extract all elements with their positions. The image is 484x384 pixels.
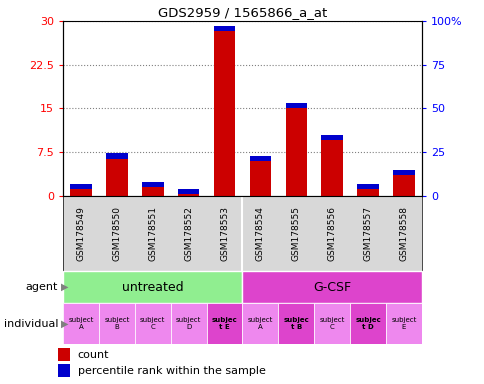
Text: subject
C: subject C: [319, 317, 344, 330]
Bar: [321, 135, 342, 140]
Title: GDS2959 / 1565866_a_at: GDS2959 / 1565866_a_at: [158, 5, 326, 18]
Text: GSM178551: GSM178551: [148, 206, 157, 261]
Text: GSM178553: GSM178553: [220, 206, 228, 261]
Text: subjec
t B: subjec t B: [283, 317, 309, 330]
Bar: [63, 303, 99, 344]
Bar: [106, 153, 127, 159]
Bar: [321, 135, 342, 196]
Text: subject
E: subject E: [391, 317, 416, 330]
Bar: [357, 184, 378, 189]
Text: count: count: [77, 349, 109, 359]
Text: GSM178555: GSM178555: [291, 206, 300, 261]
Bar: [135, 303, 170, 344]
Text: subject
A: subject A: [68, 317, 93, 330]
Text: ▶: ▶: [60, 318, 68, 329]
Text: GSM178552: GSM178552: [184, 206, 193, 261]
Bar: [99, 303, 135, 344]
Text: percentile rank within the sample: percentile rank within the sample: [77, 366, 265, 376]
Bar: [285, 103, 306, 108]
Bar: [242, 303, 278, 344]
Text: subjec
t E: subjec t E: [211, 317, 237, 330]
Text: subject
C: subject C: [140, 317, 165, 330]
Bar: [178, 189, 199, 196]
Text: GSM178556: GSM178556: [327, 206, 336, 261]
Text: GSM178558: GSM178558: [399, 206, 408, 261]
Bar: [70, 184, 91, 189]
Text: GSM178557: GSM178557: [363, 206, 372, 261]
Bar: [178, 189, 199, 194]
Bar: [278, 303, 314, 344]
Text: untreated: untreated: [121, 281, 183, 293]
Text: subject
B: subject B: [104, 317, 129, 330]
Bar: [285, 103, 306, 196]
Bar: [63, 271, 242, 303]
Text: subjec
t D: subjec t D: [354, 317, 380, 330]
Bar: [385, 303, 421, 344]
Text: ▶: ▶: [60, 282, 68, 292]
Bar: [349, 303, 385, 344]
Bar: [213, 26, 235, 31]
Bar: [58, 364, 70, 377]
Bar: [314, 303, 349, 344]
Bar: [106, 153, 127, 196]
Bar: [393, 170, 414, 175]
Bar: [249, 156, 271, 162]
Bar: [70, 184, 91, 196]
Bar: [206, 303, 242, 344]
Text: subject
D: subject D: [176, 317, 201, 330]
Text: GSM178554: GSM178554: [256, 206, 264, 261]
Bar: [213, 26, 235, 196]
Text: agent: agent: [26, 282, 58, 292]
Text: individual: individual: [4, 318, 58, 329]
Bar: [58, 348, 70, 361]
Text: subject
A: subject A: [247, 317, 272, 330]
Text: G-CSF: G-CSF: [313, 281, 350, 293]
Bar: [393, 170, 414, 196]
Text: GSM178549: GSM178549: [76, 206, 85, 261]
Bar: [142, 182, 163, 187]
Text: GSM178550: GSM178550: [112, 206, 121, 261]
Bar: [170, 303, 206, 344]
Bar: [142, 182, 163, 196]
Bar: [242, 271, 421, 303]
Bar: [249, 156, 271, 196]
Bar: [357, 184, 378, 196]
